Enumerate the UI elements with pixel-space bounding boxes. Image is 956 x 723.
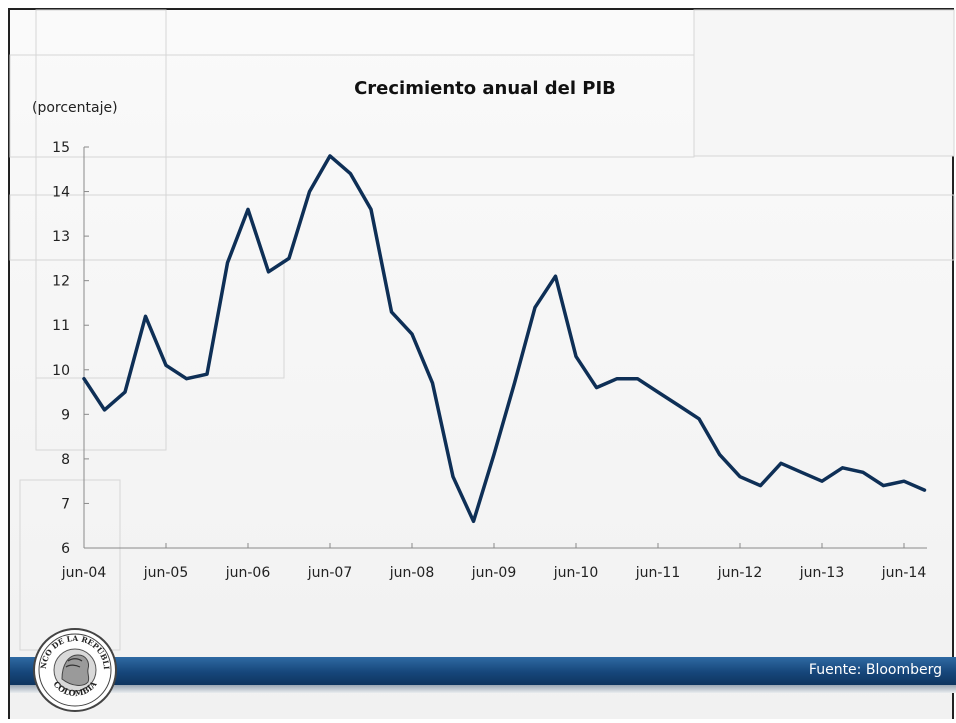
y-axis-label: (porcentaje) (32, 100, 118, 116)
footer-band-shadow (10, 685, 956, 693)
x-axis-ticks: jun-04 jun-05 jun-06 jun-07 jun-08 jun-09 jun-… (61, 543, 927, 581)
y-tick-label: 10 (52, 363, 70, 379)
x-tick-label: jun-09 (471, 565, 517, 581)
chart-title: Crecimiento anual del PIB (354, 78, 616, 99)
y-tick-label: 7 (61, 496, 70, 512)
footer-band (10, 657, 956, 685)
x-tick-label: jun-13 (799, 565, 845, 581)
x-tick-label: jun-14 (881, 565, 927, 581)
x-tick-label: jun-11 (635, 565, 681, 581)
y-tick-label: 11 (52, 318, 70, 334)
source-note: Fuente: Bloomberg (808, 662, 942, 678)
y-tick-label: 14 (52, 185, 70, 201)
y-tick-label: 12 (52, 274, 70, 290)
y-tick-label: 13 (52, 229, 70, 245)
x-tick-label: jun-04 (61, 565, 107, 581)
y-tick-label: 15 (52, 140, 70, 156)
x-tick-label: jun-06 (225, 565, 271, 581)
x-tick-label: jun-08 (389, 565, 435, 581)
axes (83, 147, 927, 549)
series-group (82, 154, 927, 524)
series-line-pib (82, 154, 927, 524)
x-tick-label: jun-07 (307, 565, 353, 581)
banco-de-la-republica-seal-icon: BANCO DE LA REPÚBLICA COLOMBIA (32, 627, 117, 712)
x-tick-label: jun-05 (143, 565, 189, 581)
y-tick-label: 6 (61, 541, 70, 557)
x-tick-label: jun-10 (553, 565, 599, 581)
y-axis-ticks: 6 7 8 9 10 11 12 13 14 15 (52, 140, 89, 557)
y-tick-label: 8 (61, 452, 70, 468)
background-decoration (9, 9, 955, 651)
x-tick-label: jun-12 (717, 565, 763, 581)
y-tick-label: 9 (61, 407, 70, 423)
